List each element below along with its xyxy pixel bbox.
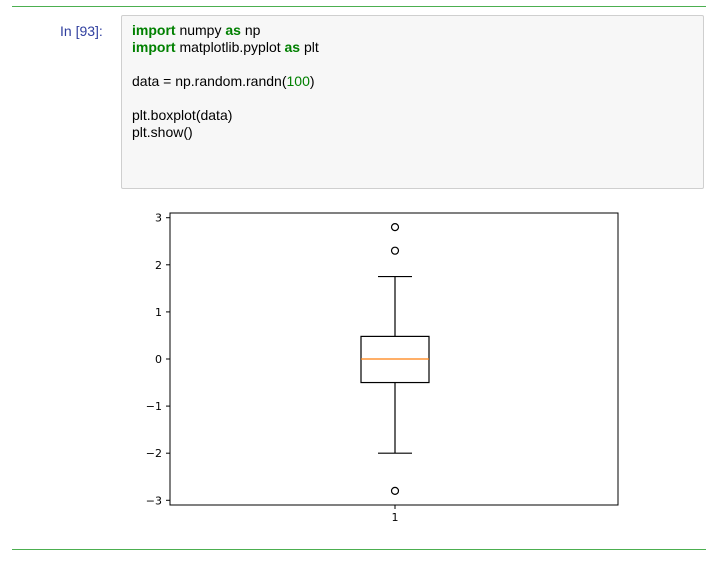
input-prompt: In [93]: — [60, 23, 103, 39]
code-line: plt.boxplot(data) — [132, 107, 319, 124]
boxplot-chart: 3 2 1 0 −1 −2 −3 1 — [146, 212, 619, 524]
boxplot-output: 3 2 1 0 −1 −2 −3 1 — [120, 200, 640, 540]
y-tick-label: 3 — [155, 212, 162, 225]
y-tick-label: 2 — [155, 259, 162, 272]
code-blank-line — [132, 90, 319, 107]
code-keyword: import — [132, 39, 176, 55]
y-tick-label: 1 — [155, 306, 162, 319]
y-tick-label: −2 — [146, 447, 162, 460]
code-token: ) — [309, 73, 315, 89]
outlier-point — [390, 223, 400, 232]
code-keyword: import — [132, 22, 176, 38]
outlier-point — [390, 486, 400, 495]
y-tick-label: 0 — [155, 353, 162, 366]
code-token: data = np.random.randn( — [132, 73, 287, 89]
x-tick-label: 1 — [392, 511, 399, 524]
code-token: plt.boxplot(data) — [132, 107, 233, 123]
y-tick-label: −1 — [146, 400, 162, 413]
code-token: matplotlib.pyplot — [175, 39, 285, 55]
cell-bottom-border — [12, 549, 706, 550]
code-token: numpy — [175, 22, 226, 38]
code-number: 100 — [286, 73, 310, 89]
code-token: np — [240, 22, 261, 38]
code-line: data = np.random.randn(100) — [132, 73, 319, 90]
code-text[interactable]: import numpy as np import matplotlib.pypl… — [132, 22, 319, 141]
cell-top-border — [12, 6, 706, 7]
code-token: plt — [300, 39, 319, 55]
code-line: import numpy as np — [132, 22, 319, 39]
y-tick-label: −3 — [146, 494, 162, 507]
code-keyword: as — [284, 39, 301, 55]
outlier-point — [390, 246, 400, 255]
code-line: plt.show() — [132, 124, 319, 141]
code-keyword: as — [225, 22, 241, 38]
code-line: import matplotlib.pyplot as plt — [132, 39, 319, 56]
code-token: plt.show() — [132, 124, 193, 140]
code-cell-editor[interactable]: import numpy as np import matplotlib.pypl… — [121, 15, 704, 189]
code-blank-line — [132, 56, 319, 73]
